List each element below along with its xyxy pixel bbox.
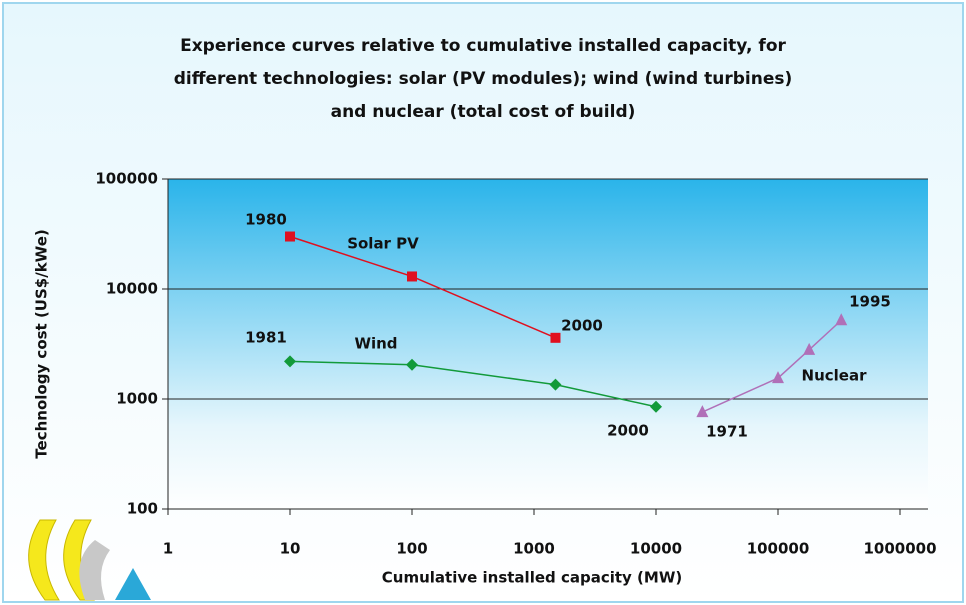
annotation: 2000 (607, 422, 649, 440)
annotation: 1995 (849, 293, 891, 311)
y-tick-label: 100000 (95, 170, 158, 188)
x-tick-label: 1000000 (863, 540, 936, 558)
y-tick-label: 10000 (106, 280, 158, 298)
marker (835, 313, 848, 326)
x-tick-label: 10000 (630, 540, 682, 558)
marker (549, 378, 562, 391)
series-label: Nuclear (802, 367, 868, 385)
series-line (702, 319, 842, 413)
series-line (289, 360, 657, 408)
chart-title: and nuclear (total cost of build) (331, 102, 636, 122)
x-axis-label: Cumulative installed capacity (MW) (382, 569, 682, 587)
y-tick-label: 1000 (116, 390, 158, 408)
x-tick-label: 100 (396, 540, 427, 558)
marker (772, 371, 784, 384)
x-tick-label: 100000 (747, 540, 810, 558)
marker (650, 400, 662, 413)
x-tick-label: 10 (280, 540, 301, 558)
y-tick-label: 100 (127, 500, 158, 518)
x-tick-label: 1000 (513, 540, 555, 558)
marker (284, 355, 296, 368)
marker (285, 231, 295, 242)
annotation: 1980 (245, 211, 287, 229)
marker (406, 358, 418, 371)
y-axis-label: Technology cost (US$/kWe) (33, 229, 51, 458)
marker (696, 405, 709, 418)
logo (28, 519, 151, 601)
marker (550, 332, 561, 343)
annotation: 2000 (561, 317, 603, 335)
x-tick-label: 1 (163, 540, 173, 558)
chart-title: different technologies: solar (PV module… (174, 69, 793, 89)
marker (407, 271, 417, 282)
annotation: 1971 (706, 423, 748, 441)
series-label: Wind (354, 335, 397, 353)
series-label: Solar PV (347, 235, 419, 253)
marker (803, 342, 816, 355)
annotation: 1981 (245, 329, 287, 347)
chart-title: Experience curves relative to cumulative… (180, 36, 786, 56)
